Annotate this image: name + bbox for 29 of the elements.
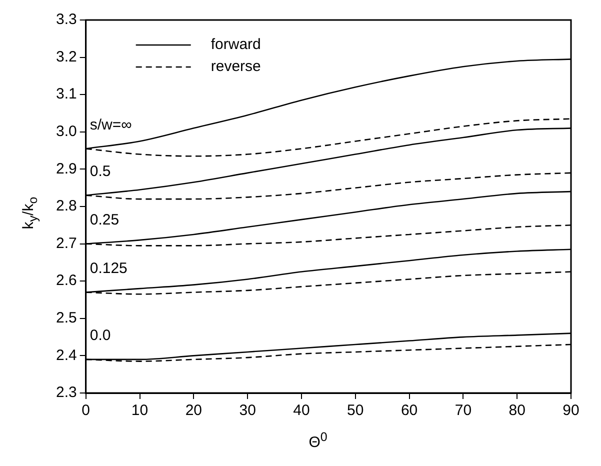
legend-label: reverse bbox=[210, 58, 261, 76]
x-tick-label: 10 bbox=[131, 402, 148, 420]
annotation: 0.5 bbox=[90, 162, 111, 180]
x-tick-label: 70 bbox=[454, 402, 472, 420]
x-tick-label: 90 bbox=[562, 402, 580, 420]
x-tick-label: 50 bbox=[347, 402, 364, 420]
x-tick-label: 80 bbox=[508, 402, 526, 420]
x-tick-label: 40 bbox=[293, 402, 310, 420]
y-tick-label: 2.9 bbox=[56, 160, 77, 178]
y-tick-label: 3.3 bbox=[56, 11, 77, 28]
annotation: s/w=∞ bbox=[90, 116, 132, 134]
y-tick-label: 2.5 bbox=[56, 310, 77, 327]
x-tick-label: 60 bbox=[400, 402, 418, 420]
y-tick-label: 3.2 bbox=[56, 48, 77, 66]
y-tick-label: 3.1 bbox=[56, 86, 77, 103]
annotation: 0.125 bbox=[90, 260, 128, 277]
legend-label: forward bbox=[210, 36, 261, 54]
x-tick-label: 20 bbox=[185, 402, 202, 420]
x-tick-label: 0 bbox=[82, 402, 90, 420]
y-tick-label: 3.0 bbox=[56, 123, 77, 140]
y-tick-label: 2.3 bbox=[56, 384, 77, 402]
x-axis-title: Θ$^{0}$ bbox=[308, 430, 328, 451]
annotation: 0.25 bbox=[90, 211, 120, 228]
y-tick-label: 2.7 bbox=[56, 234, 77, 252]
y-tick-label: 2.8 bbox=[56, 198, 77, 215]
y-tick-label: 2.4 bbox=[56, 346, 77, 364]
x-tick-label: 30 bbox=[239, 402, 256, 420]
annotation: 0.0 bbox=[90, 327, 111, 344]
y-tick-label: 2.6 bbox=[56, 272, 77, 290]
